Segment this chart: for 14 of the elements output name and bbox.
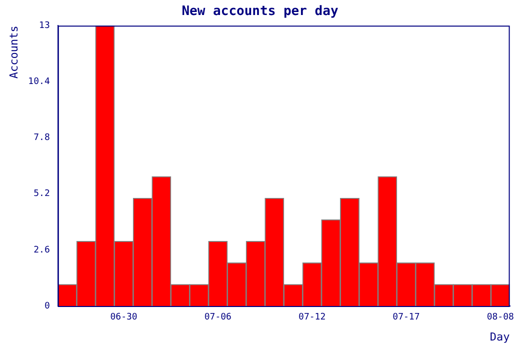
y-tick-label: 10.4 <box>28 77 50 88</box>
y-tick-label: 0 <box>44 301 50 312</box>
x-tick-label: 08-08 <box>486 312 514 323</box>
y-tick-label: 2.6 <box>34 245 50 256</box>
y-tick-label: 13 <box>39 20 50 31</box>
x-tick-label: 07-06 <box>204 312 232 323</box>
x-axis-title: Day <box>490 330 510 344</box>
y-tick-label: 7.8 <box>34 133 50 144</box>
y-tick-label: 5.2 <box>34 189 50 200</box>
x-tick-label: 07-12 <box>298 312 326 323</box>
x-tick-label: 06-30 <box>110 312 138 323</box>
chart-title: New accounts per day <box>182 4 338 20</box>
y-axis-title: Accounts <box>7 26 20 79</box>
x-tick-label: 07-17 <box>392 312 420 323</box>
